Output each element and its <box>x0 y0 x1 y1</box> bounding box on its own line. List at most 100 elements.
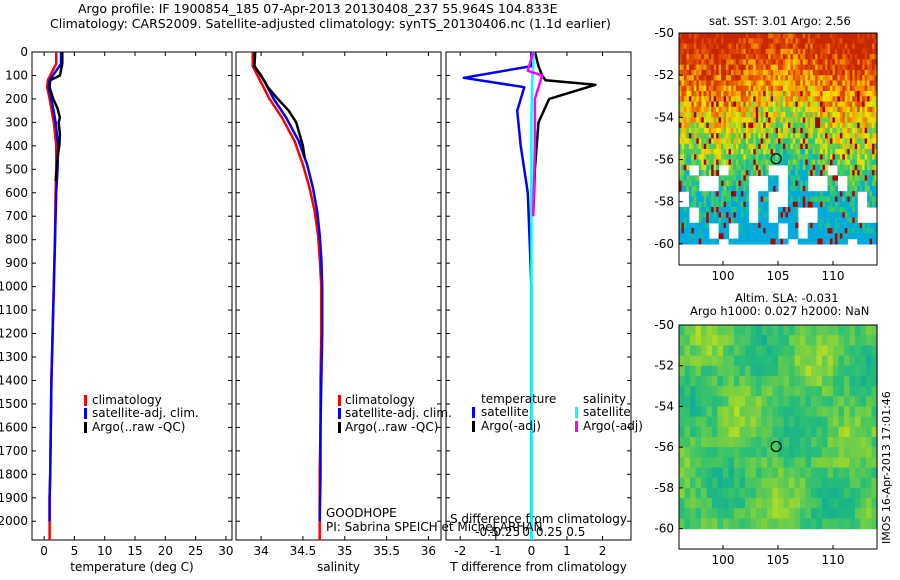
map-cell <box>852 75 856 82</box>
map-cell <box>810 91 814 97</box>
map-cell <box>789 487 796 499</box>
map-cell <box>688 112 692 118</box>
map-cell <box>805 48 809 55</box>
map-cell <box>698 69 702 76</box>
map-cell <box>716 196 720 203</box>
map-cell <box>716 85 720 92</box>
map-cell <box>869 85 873 92</box>
map-cell <box>768 127 772 134</box>
map-cell <box>795 101 799 108</box>
map-cell <box>847 122 851 129</box>
map-cell <box>758 191 762 198</box>
map-cell <box>688 33 692 39</box>
map-cell <box>822 80 826 87</box>
map-cell <box>834 127 838 134</box>
map-cell <box>688 54 692 60</box>
map-cell <box>834 222 838 229</box>
map-cell <box>688 185 692 192</box>
map-cell <box>770 127 774 134</box>
map-cell <box>778 345 785 357</box>
map-cell <box>820 207 824 213</box>
map-cell <box>789 396 796 408</box>
map-cell <box>829 217 834 224</box>
map-cell <box>740 38 744 45</box>
map-cell <box>728 133 732 140</box>
map-cell <box>755 64 759 71</box>
map-cell <box>756 508 763 520</box>
map-cell <box>817 196 821 203</box>
map-cell <box>820 127 824 134</box>
map-cell <box>686 38 690 45</box>
map-cell <box>797 33 801 39</box>
map-cell <box>855 406 862 418</box>
map-cell <box>683 54 688 60</box>
map-cell <box>857 170 861 176</box>
map-cell <box>807 48 811 55</box>
map-cell <box>817 159 821 166</box>
map-cell <box>787 117 791 124</box>
map-cell <box>797 201 801 208</box>
map-cell <box>816 355 823 367</box>
map-cell <box>750 101 754 108</box>
map-cell <box>817 43 821 50</box>
map-cell <box>745 112 749 118</box>
map-cell <box>849 426 856 438</box>
map-cell <box>711 201 715 208</box>
map-cell <box>690 518 697 530</box>
map-cell <box>679 325 686 336</box>
map-cell <box>867 48 871 55</box>
map-cell <box>713 96 717 103</box>
map-cell <box>812 164 816 171</box>
map-cell <box>734 325 741 336</box>
y-tick-label: 400 <box>5 139 28 153</box>
map-cell <box>834 154 838 161</box>
map-cell <box>834 143 838 150</box>
map-cell <box>827 133 831 140</box>
map-cell <box>691 85 695 92</box>
map-cell <box>855 345 862 357</box>
map-cell <box>696 43 700 50</box>
map-cell <box>730 154 735 161</box>
map-cell <box>785 212 789 219</box>
map-cell <box>718 96 722 103</box>
map-cell <box>872 164 876 171</box>
map-cell <box>815 127 819 134</box>
map-cell <box>683 112 688 118</box>
map-cell <box>686 164 690 171</box>
map-cell <box>807 138 811 145</box>
map-cell <box>760 59 764 66</box>
map-cell <box>713 112 717 118</box>
map-cell <box>691 122 695 129</box>
map-cell <box>767 518 774 530</box>
map-cell <box>797 138 801 145</box>
map-cell <box>787 122 791 129</box>
map-cell <box>790 54 794 60</box>
map-cell <box>829 143 834 150</box>
map-cell <box>805 112 809 118</box>
map-cell <box>787 54 791 60</box>
map-cell <box>772 498 779 509</box>
map-cell <box>718 154 722 161</box>
map-cell <box>864 154 868 161</box>
map-cell <box>679 477 686 489</box>
map-cell <box>817 133 821 140</box>
map-cell <box>792 138 796 145</box>
map-cell <box>782 33 787 39</box>
map-cell <box>852 201 856 208</box>
map-cell <box>864 54 868 60</box>
map-cell <box>750 64 754 71</box>
map-cell <box>743 38 747 45</box>
map-cell <box>778 416 785 428</box>
map-cell <box>829 233 834 240</box>
map-cell <box>758 33 762 39</box>
map-cell <box>844 508 851 520</box>
map-cell <box>688 64 692 71</box>
map-cell <box>800 345 807 357</box>
map-cell <box>683 143 688 150</box>
map-cell <box>795 59 799 66</box>
map-cell <box>691 96 695 103</box>
x-tick-label: -2 <box>454 544 466 558</box>
map-cell <box>834 233 838 240</box>
map-cell <box>800 138 804 145</box>
map-cell <box>855 396 862 408</box>
